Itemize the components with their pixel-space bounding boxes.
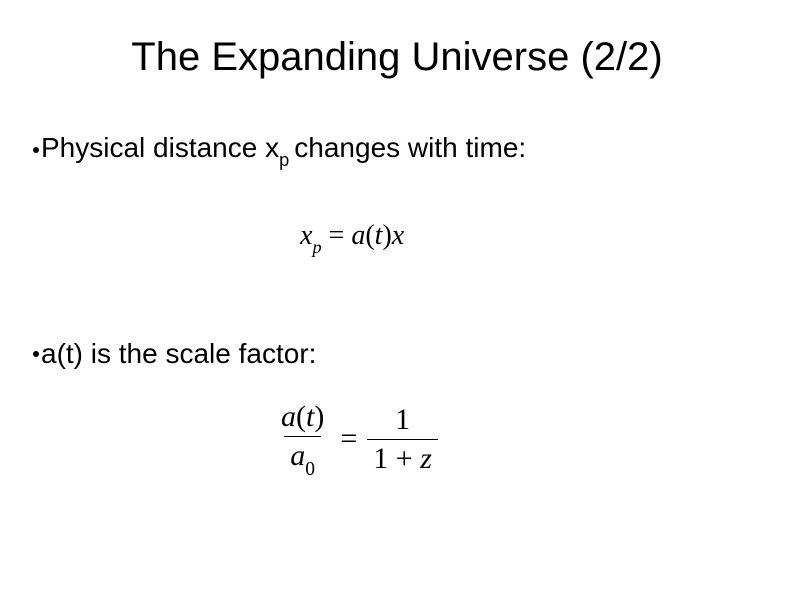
f1-xp: xp xyxy=(300,220,329,251)
bullet-dot-icon xyxy=(33,147,39,153)
formula-physical-distance: xp = a(t)x xyxy=(300,220,404,256)
f1-a: a xyxy=(351,220,365,251)
slide-title: The Expanding Universe (2/2) xyxy=(0,35,794,80)
f2-1plus: 1 + xyxy=(373,442,420,475)
f2-rp: ) xyxy=(314,400,324,433)
bullet-1-text-a: Physical distance x xyxy=(41,132,279,163)
bullet-2-text: a(t) is the scale factor: xyxy=(41,338,316,370)
bullet-1: Physical distance xp changes with time: xyxy=(33,132,526,169)
f1-x2: x xyxy=(392,220,404,251)
f2-lhs-den: a0 xyxy=(284,436,321,478)
f2-rhs-num: 1 xyxy=(389,403,416,439)
f2-z: z xyxy=(420,442,432,475)
bullet-1-text-b: changes with time: xyxy=(294,132,526,163)
bullet-1-text: Physical distance xp changes with time: xyxy=(41,132,526,169)
f2-a: a xyxy=(281,400,296,433)
bullet-1-subscript: p xyxy=(279,150,294,170)
f1-eq: = xyxy=(329,220,352,251)
f2-eq: = xyxy=(340,422,357,456)
slide: The Expanding Universe (2/2) Physical di… xyxy=(0,0,794,595)
f1-x: x xyxy=(300,220,312,251)
f1-p: p xyxy=(312,237,321,257)
f2-rhs-den: 1 + z xyxy=(367,439,438,476)
f2-rhs-fraction: 1 1 + z xyxy=(367,403,438,476)
bullet-dot-icon xyxy=(33,351,39,357)
f2-lhs-fraction: a(t) a0 xyxy=(275,400,330,478)
f2-lp: ( xyxy=(296,400,306,433)
formula-scale-factor: a(t) a0 = 1 1 + z xyxy=(275,400,438,478)
f1-lp: ( xyxy=(365,220,374,251)
bullet-2: a(t) is the scale factor: xyxy=(33,338,316,370)
f2-a0-a: a xyxy=(290,439,305,472)
bullet-2-text-a: a(t) is the scale factor: xyxy=(41,338,316,369)
f1-rp: ) xyxy=(382,220,391,251)
f2-a0-0: 0 xyxy=(305,459,315,480)
f2-lhs-num: a(t) xyxy=(275,400,330,436)
